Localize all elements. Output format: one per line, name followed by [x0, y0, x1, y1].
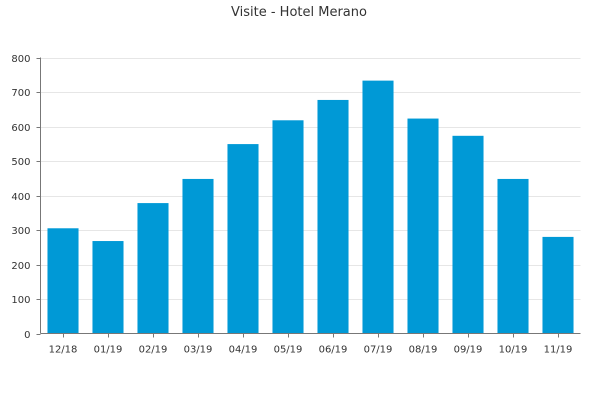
axis-layer	[36, 57, 581, 338]
bar	[182, 178, 214, 334]
y-tick-label: 0	[24, 330, 30, 341]
bar	[227, 144, 259, 334]
x-tick-label: 10/19	[499, 345, 528, 356]
bar-layer	[47, 80, 574, 334]
bar	[92, 241, 124, 334]
x-tick-label: 02/19	[139, 345, 168, 356]
y-tick-label: 100	[11, 295, 30, 306]
x-tick-label: 01/19	[94, 345, 123, 356]
y-tick-label: 300	[11, 226, 30, 237]
x-tick-label: 03/19	[184, 345, 213, 356]
bar	[452, 135, 484, 334]
y-tick-label: 400	[11, 192, 30, 203]
grid-layer	[40, 58, 581, 300]
x-tick-label: 04/19	[229, 345, 258, 356]
y-tick-label: 600	[11, 123, 30, 134]
bar	[137, 203, 169, 334]
y-tick-label: 500	[11, 157, 30, 168]
y-tick-label: 700	[11, 88, 30, 99]
x-tick-label: 05/19	[274, 345, 303, 356]
bar	[317, 99, 349, 334]
bar	[542, 236, 574, 334]
y-tick-label: 800	[11, 54, 30, 65]
bar	[497, 178, 529, 334]
bar	[362, 80, 394, 334]
x-tick-label: 06/19	[319, 345, 348, 356]
bar	[272, 120, 304, 334]
x-tick-label: 09/19	[454, 345, 483, 356]
y-tick-label: 200	[11, 261, 30, 272]
x-tick-label: 11/19	[544, 345, 573, 356]
label-layer: 0 100 200 300 400 500 600 700 800 12/18 01/19 02/19…	[11, 54, 572, 356]
bar	[47, 228, 79, 334]
chart-title: Visite - Hotel Merano	[231, 5, 367, 20]
bar	[407, 118, 439, 334]
x-tick-label: 12/18	[49, 345, 78, 356]
x-tick-label: 08/19	[409, 345, 438, 356]
x-tick-label: 07/19	[364, 345, 393, 356]
